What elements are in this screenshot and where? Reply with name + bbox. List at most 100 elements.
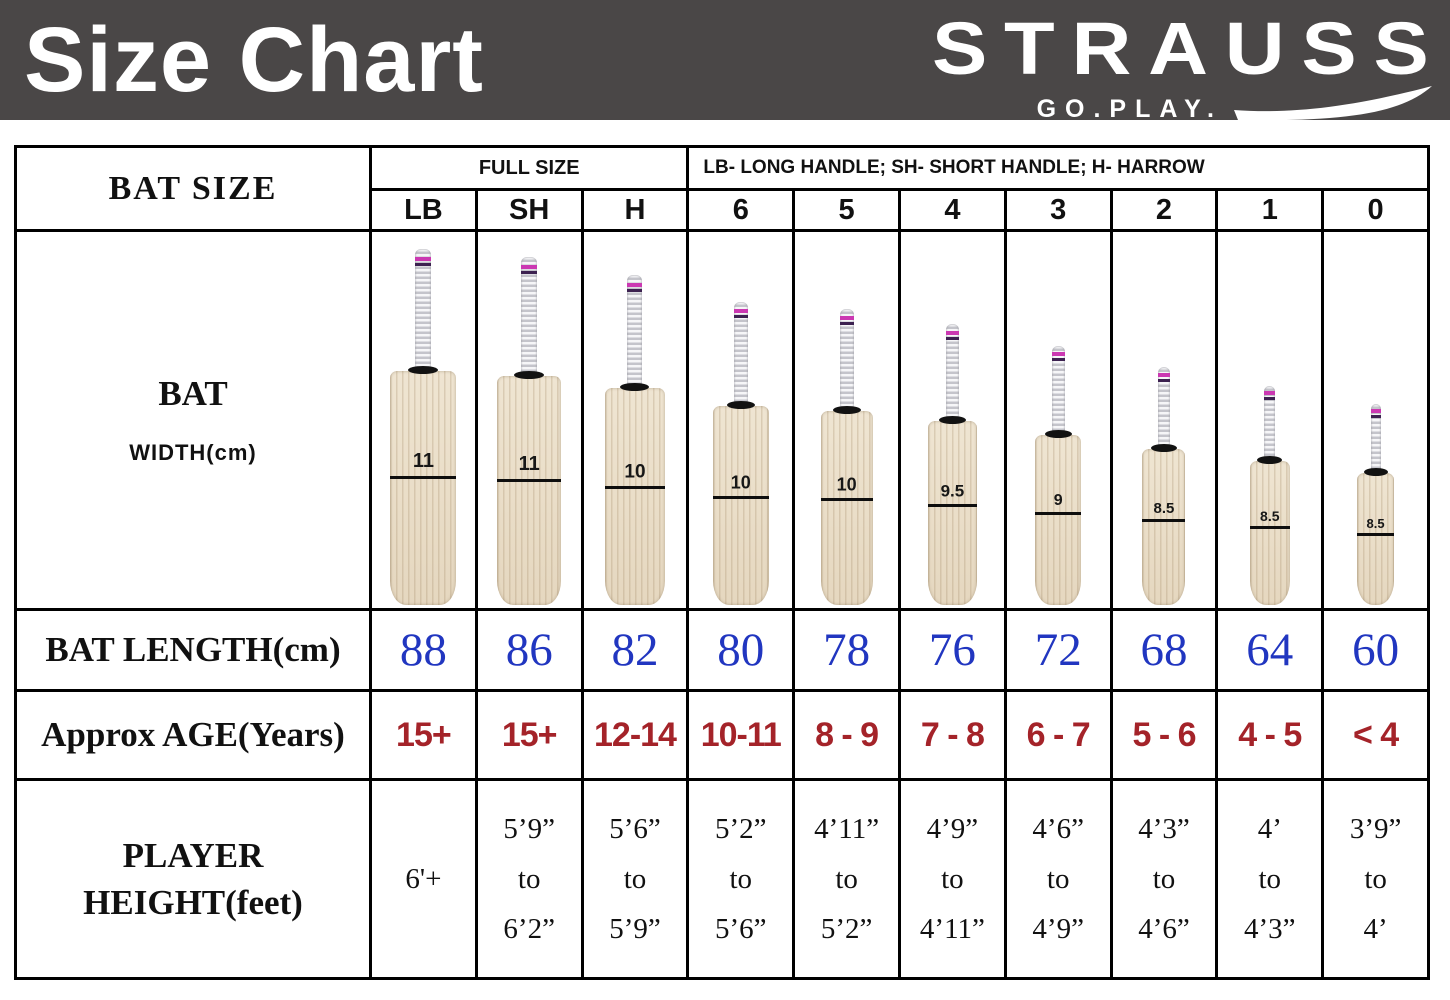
col-header-5: 5 xyxy=(795,191,898,229)
bat-collar xyxy=(832,405,861,414)
width-cm-label: WIDTH(cm) xyxy=(129,440,257,465)
height-line: 5’2” xyxy=(715,812,767,845)
player-height-value: 4’3” to 4’6” xyxy=(1112,781,1216,977)
height-line: 5’2” xyxy=(820,912,873,945)
bat-blade: 10 xyxy=(604,388,665,605)
height-line: to xyxy=(1152,862,1176,895)
bat-grip-handle xyxy=(1264,386,1276,461)
age-value: 12-14 xyxy=(583,692,687,778)
brand-tagline: GO.PLAY. xyxy=(1036,95,1223,123)
age-value: 6 - 7 xyxy=(1006,692,1110,778)
player-height-value: 5’9” to 6’2” xyxy=(477,781,581,977)
bat-cell: 8.5 xyxy=(1218,232,1322,608)
bat-blade: 11 xyxy=(390,371,457,605)
bat-collar xyxy=(514,371,545,380)
bat-width-value: 8.5 xyxy=(1260,508,1280,525)
height-line: to xyxy=(1046,862,1070,895)
cricket-bat-illustration: 9 xyxy=(1035,346,1082,605)
bat-width-value: 8.5 xyxy=(1153,500,1175,518)
bat-length-value: 72 xyxy=(1006,611,1110,689)
handle-legend: LB- LONG HANDLE; SH- SHORT HANDLE; H- HA… xyxy=(689,148,1427,188)
bat-length-value: 80 xyxy=(689,611,793,689)
brand-tagline-row: GO.PLAY. xyxy=(1037,84,1436,124)
bat-width-value: 11 xyxy=(518,453,540,476)
height-line: 5’6” xyxy=(715,912,767,945)
bat-grip-handle xyxy=(627,275,643,388)
bat-width-value: 10 xyxy=(836,474,857,495)
age-value: 15+ xyxy=(477,692,581,778)
height-line: 4’3” xyxy=(1244,912,1296,945)
height-line: to xyxy=(835,862,858,895)
bat-collar xyxy=(938,415,966,424)
bat-cell: 8.5 xyxy=(1112,232,1216,608)
player-height-value: 4’11” to 5’2” xyxy=(795,781,898,977)
bat-collar xyxy=(620,383,650,392)
bat-grip-handle xyxy=(945,324,959,420)
bat-blade: 11 xyxy=(497,376,562,605)
height-line: 4’9” xyxy=(926,812,979,845)
bat-length-row-label: BAT LENGTH(cm) xyxy=(17,611,369,689)
height-line: 4’11” xyxy=(919,912,985,945)
col-header-2: 2 xyxy=(1112,191,1216,229)
bat-blade: 10 xyxy=(712,406,769,605)
bat-width-value: 10 xyxy=(624,461,646,483)
height-line: 4’ xyxy=(1257,812,1282,845)
height-line: 5’6” xyxy=(609,812,661,845)
player-height-value: 6'+ xyxy=(372,781,475,977)
height-feet-label: HEIGHT(feet) xyxy=(83,883,303,922)
bat-length-value: 78 xyxy=(795,611,898,689)
bat-cell: 8.5 xyxy=(1324,232,1427,608)
swoosh-icon xyxy=(1234,86,1432,121)
bat-length-value: 86 xyxy=(477,611,581,689)
bat-grip-handle xyxy=(1051,346,1065,435)
col-header-lb: LB xyxy=(372,191,475,229)
bat-label: BAT xyxy=(158,374,228,413)
bat-width-row-label: BAT WIDTH(cm) xyxy=(17,232,369,608)
player-height-value: 4’6” to 4’9” xyxy=(1006,781,1110,977)
player-label: PLAYER xyxy=(122,835,264,875)
bat-cell: 11 xyxy=(372,232,475,608)
bat-collar xyxy=(1257,456,1283,465)
height-line: to xyxy=(729,862,753,895)
bat-collar xyxy=(726,401,755,410)
col-header-0: 0 xyxy=(1324,191,1427,229)
bat-length-value: 64 xyxy=(1218,611,1322,689)
brand-name: STRAUSS xyxy=(932,7,1446,90)
col-header-6: 6 xyxy=(689,191,793,229)
bat-width-value: 9.5 xyxy=(940,481,965,501)
cricket-bat-illustration: 8.5 xyxy=(1357,404,1395,605)
col-header-1: 1 xyxy=(1218,191,1322,229)
bat-cell: 10 xyxy=(795,232,898,608)
bat-length-value: 82 xyxy=(583,611,687,689)
bat-cell: 10 xyxy=(583,232,687,608)
height-line: 3’9” xyxy=(1349,812,1402,845)
bat-grip-handle xyxy=(415,249,432,371)
bat-length-value: 60 xyxy=(1324,611,1427,689)
bat-grip-handle xyxy=(1157,367,1170,448)
size-chart-table: BAT SIZE FULL SIZE LB- LONG HANDLE; SH- … xyxy=(14,145,1430,980)
bat-size-header: BAT SIZE xyxy=(17,148,369,229)
age-value: 10-11 xyxy=(689,692,793,778)
bat-collar xyxy=(408,366,439,375)
bat-length-value: 68 xyxy=(1112,611,1216,689)
player-height-value: 5’6” to 5’9” xyxy=(583,781,687,977)
bat-width-value: 9 xyxy=(1053,491,1063,509)
height-line: 4’6” xyxy=(1032,812,1084,845)
cricket-bat-illustration: 11 xyxy=(390,249,457,605)
col-header-3: 3 xyxy=(1006,191,1110,229)
bat-cell: 10 xyxy=(689,232,793,608)
height-line: to xyxy=(1364,862,1387,895)
cricket-bat-illustration: 9.5 xyxy=(927,324,977,605)
col-header-4: 4 xyxy=(901,191,1004,229)
cricket-bat-illustration: 8.5 xyxy=(1249,386,1290,605)
bat-cell: 9 xyxy=(1006,232,1110,608)
height-line: to xyxy=(517,862,541,895)
age-value: 5 - 6 xyxy=(1112,692,1216,778)
player-height-value: 5’2” to 5’6” xyxy=(689,781,793,977)
age-value: 7 - 8 xyxy=(901,692,1004,778)
bat-grip-handle xyxy=(839,309,854,410)
player-height-value: 3’9” to 4’ xyxy=(1324,781,1427,977)
page-title: Size Chart xyxy=(24,9,484,111)
height-line: to xyxy=(941,862,964,895)
bat-grip-handle xyxy=(521,257,538,376)
